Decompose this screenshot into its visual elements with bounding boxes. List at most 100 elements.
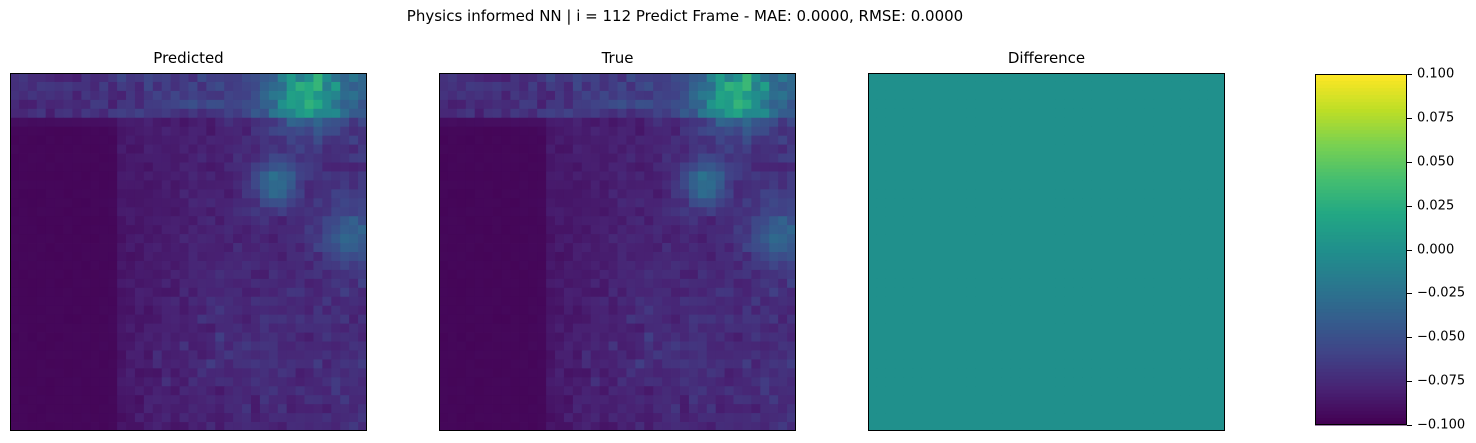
true-cell [501,377,511,387]
difference-cell [1001,207,1012,217]
difference-cell [1108,180,1119,190]
predicted-cell [268,171,279,181]
difference-cell [1091,422,1101,431]
predicted-cell [108,135,118,145]
true-cell [778,171,788,181]
difference-cell [1162,368,1172,378]
predicted-cell [117,422,127,431]
predicted-cell [295,296,305,307]
predicted-cell [259,189,270,199]
difference-cell [948,269,958,280]
predicted-cell [117,314,127,324]
difference-cell [1153,81,1163,92]
difference-cell [1189,413,1199,423]
predicted-cell [27,287,38,298]
difference-cell [1207,287,1217,298]
predicted-cell [90,198,100,208]
true-cell [662,108,672,119]
true-cell [688,135,699,145]
predicted-cell [72,198,82,208]
difference-cell [1171,252,1181,262]
predicted-cell [126,386,136,396]
predicted-cell [81,180,91,190]
true-cell [537,171,547,181]
difference-cell [903,332,914,342]
predicted-cell [259,90,270,101]
true-cell [581,359,592,369]
difference-cell [1037,117,1047,128]
predicted-cell [54,350,64,360]
predicted-cell [197,225,207,235]
predicted-cell [170,243,180,253]
true-cell [778,368,788,378]
predicted-cell [72,90,82,101]
true-cell [563,180,574,190]
true-cell [697,144,708,154]
difference-cell [1064,198,1074,208]
true-cell [715,332,726,342]
difference-cell [939,359,949,369]
predicted-cell [45,269,56,280]
difference-cell [966,413,976,423]
predicted-cell [18,108,29,119]
difference-cell [1064,413,1074,423]
difference-cell [1001,395,1012,405]
true-cell [662,216,672,226]
predicted-cell [313,189,323,199]
true-cell [626,395,636,405]
difference-cell [1126,207,1137,217]
true-cell [769,368,779,378]
predicted-cell [63,99,73,110]
difference-cell [1198,278,1208,289]
true-cell [555,207,565,217]
predicted-cell [72,207,82,217]
predicted-cell [36,144,47,154]
predicted-cell [233,135,243,145]
true-cell [590,269,601,280]
difference-cell [885,216,896,226]
true-cell [439,332,449,342]
true-cell [706,296,717,307]
predicted-cell [206,287,216,298]
true-heatmap [439,73,796,431]
true-cell [510,314,520,324]
difference-cell [868,198,878,208]
predicted-cell [331,422,341,431]
true-cell [733,404,743,414]
difference-cell [1108,269,1119,280]
true-cell [581,189,592,199]
true-cell [510,305,520,316]
difference-cell [1037,153,1047,163]
predicted-cell [349,180,359,190]
difference-cell [948,144,958,154]
true-cell [608,189,618,199]
difference-cell [921,135,931,145]
predicted-cell [108,126,118,137]
difference-cell [948,377,958,387]
difference-cell [1135,198,1146,208]
difference-cell [894,90,905,101]
difference-cell [1073,341,1083,351]
difference-cell [930,341,940,351]
true-cell [492,252,502,262]
predicted-cell [45,144,56,154]
difference-cell [984,73,994,83]
difference-cell [1100,368,1110,378]
predicted-cell [134,368,145,378]
true-cell [439,278,449,289]
predicted-cell [108,162,118,172]
difference-cell [1010,350,1021,360]
predicted-cell [224,180,234,190]
true-cell [492,305,502,316]
colorbar-segment [1315,410,1407,415]
difference-cell [1198,90,1208,101]
predicted-cell [45,90,56,101]
true-cell [715,413,726,423]
difference-cell [992,350,1003,360]
true-cell [742,90,752,101]
difference-cell [1082,135,1092,145]
true-cell [465,81,476,92]
true-cell [626,234,636,244]
difference-cell [1135,171,1146,181]
true-cell [572,368,583,378]
